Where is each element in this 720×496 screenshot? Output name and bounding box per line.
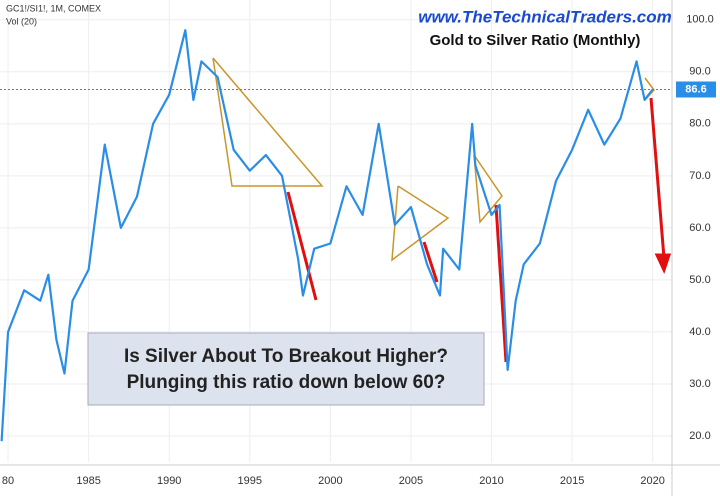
symbol: GC1!/SI1!, 1M, COMEX [6,3,101,13]
y-tick-label: 80.0 [689,118,710,130]
arrow-head [654,253,672,275]
chart-title: Gold to Silver Ratio (Monthly) [430,32,641,49]
y-tick-label: 40.0 [689,326,710,338]
y-tick-label: 100.0 [686,14,714,26]
subtitle: www.TheTechnicalTraders.com [418,7,672,26]
y-tick-label: 50.0 [689,274,710,286]
plot [0,29,672,442]
x-tick-label: 2000 [318,475,342,487]
arrow [649,97,666,259]
y-tick-label: 30.0 [689,378,710,390]
y-tick-label: 20.0 [689,430,710,442]
x-tick-label: 2010 [479,475,503,487]
y-tick-label: 70.0 [689,170,710,182]
x-tick-label: 1985 [76,475,100,487]
x-tick-label: 1990 [157,475,181,487]
annotation: Is Silver About To Breakout Higher? [124,346,448,367]
annotation-box [87,332,485,406]
x-tick-label: 2015 [560,475,584,487]
arrow [286,191,318,301]
annotation: Plunging this ratio down below 60? [127,372,446,393]
x-tick-label: 2005 [399,475,423,487]
line-series [0,29,654,442]
arrow [494,204,508,363]
triangle [473,154,503,224]
indicator: Vol (20) [6,16,37,26]
x-tick-label: 1995 [238,475,262,487]
arrow [422,241,439,283]
x-tick-label: 80 [2,475,14,487]
y-tick-label: 60.0 [689,222,710,234]
last-value-box [676,81,716,98]
arrows [286,97,672,363]
y-tick-label: 90.0 [689,66,710,78]
triangle [212,57,324,187]
x-tick-label: 2020 [640,475,664,487]
last-value-label: 86.6 [685,83,706,95]
